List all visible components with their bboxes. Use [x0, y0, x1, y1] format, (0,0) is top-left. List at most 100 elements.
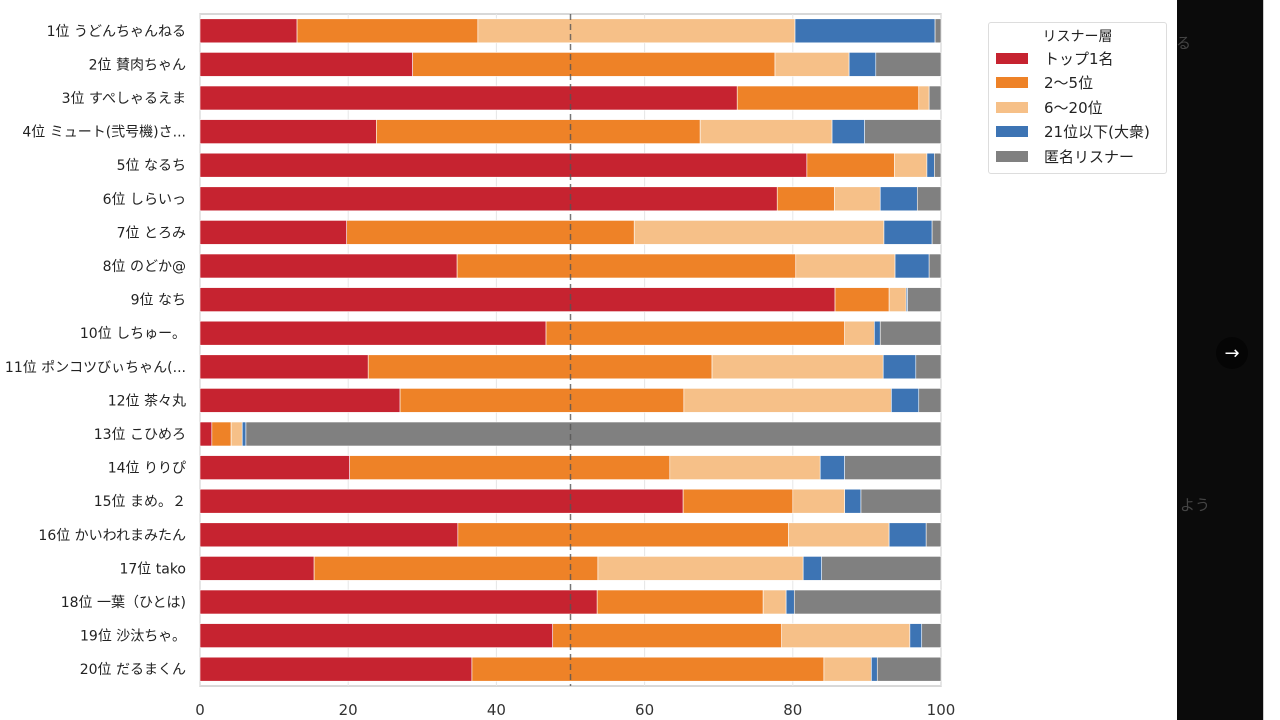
bar-segment-3 [844, 320, 875, 346]
bar-segment-5 [934, 18, 942, 44]
bar-segment-1 [199, 656, 473, 682]
bar-segment-1 [199, 52, 413, 77]
bar-segment-3 [781, 623, 911, 648]
y-tick-label: 6位 しらいっ [103, 192, 186, 208]
legend-swatch [996, 77, 1028, 89]
bar-segment-2 [736, 85, 920, 111]
bar-segment-5 [245, 421, 942, 447]
bar-segment-5 [844, 455, 942, 480]
legend-swatch [996, 52, 1028, 64]
side-strip [1263, 0, 1280, 720]
bar-segment-1 [199, 522, 459, 548]
bar-segment-3 [823, 656, 872, 682]
bar-segment-1 [199, 623, 554, 648]
bar-segment-3 [762, 589, 787, 615]
bar-segment-5 [918, 388, 942, 413]
bar-segment-4 [831, 119, 865, 144]
bar-segment-5 [821, 556, 942, 581]
bar-segment-2 [349, 455, 671, 480]
bar-segment-2 [412, 52, 776, 77]
bar-segment-1 [199, 119, 377, 144]
y-tick-label: 1位 うどんちゃんねる [47, 24, 186, 40]
bar-segment-3 [795, 253, 896, 279]
bar-segment-1 [199, 186, 778, 212]
bar-segment-4 [891, 388, 920, 413]
y-tick-label: 7位 とろみ [117, 225, 186, 241]
bar-segment-3 [699, 119, 833, 144]
bar-segment-5 [879, 320, 942, 346]
bar-segment-5 [915, 354, 942, 380]
bar-segment-1 [199, 287, 836, 312]
bar-segment-2 [367, 354, 713, 380]
bar-segment-1 [199, 253, 458, 279]
bar-segment-1 [199, 421, 213, 447]
bar-segment-3 [788, 522, 890, 548]
bar-segment-3 [888, 287, 907, 312]
bar-segment-4 [785, 589, 795, 615]
x-tick-label: 100 [927, 701, 956, 719]
bar-segment-3 [597, 556, 804, 581]
bar-segment-1 [199, 556, 315, 581]
bar-segment-5 [916, 186, 942, 212]
bar-segment-5 [934, 152, 942, 178]
bar-segment-3 [774, 52, 850, 77]
bar-segment-3 [918, 85, 930, 111]
legend-item: 21位以下(大衆) [989, 120, 1166, 145]
legend-item: 2〜5位 [989, 71, 1166, 96]
y-tick-label: 3位 すぺしゃるえま [62, 91, 186, 107]
bar-segment-4 [874, 320, 881, 346]
bar-segment-4 [871, 656, 878, 682]
ghost-text: よう [1180, 496, 1211, 514]
bar-segment-5 [921, 623, 942, 648]
bar-segment-1 [199, 488, 684, 514]
bar-segment-2 [776, 186, 835, 212]
y-tick-label: 17位 tako [119, 561, 186, 577]
bar-segment-3 [894, 152, 928, 178]
y-tick-label: 19位 沙汰ちゃ。 [80, 629, 186, 645]
next-button[interactable]: → [1216, 337, 1248, 369]
bar-segment-2 [552, 623, 782, 648]
x-tick-label: 80 [783, 701, 802, 719]
legend-label: 2〜5位 [1044, 74, 1094, 93]
bar-segment-5 [793, 589, 942, 615]
bar-segment-2 [806, 152, 895, 178]
ghost-text: る [1176, 34, 1192, 52]
bar-segment-3 [711, 354, 884, 380]
bar-segment-2 [296, 18, 479, 44]
legend: リスナー層 トップ1名 2〜5位 6〜20位 21位以下(大衆) 匿名リスナー [988, 22, 1167, 174]
bar-segment-2 [682, 488, 794, 514]
bar-segment-5 [864, 119, 942, 144]
y-tick-label: 2位 賛肉ちゃん [89, 57, 186, 73]
y-tick-label: 14位 りりぴ [108, 461, 186, 477]
legend-label: トップ1名 [1044, 49, 1114, 68]
y-tick-label: 9位 なち [131, 293, 186, 309]
bar-segment-5 [925, 522, 942, 548]
bar-segment-2 [545, 320, 845, 346]
bar-segment-1 [199, 85, 738, 111]
legend-item: 匿名リスナー [989, 144, 1166, 169]
y-tick-label: 16位 かいわれまみたん [38, 528, 186, 544]
bar-segment-5 [907, 287, 942, 312]
bar-segment-4 [879, 186, 918, 212]
bar-segment-4 [844, 488, 862, 514]
bar-segment-5 [860, 488, 942, 514]
arrow-right-icon: → [1224, 342, 1240, 364]
bar-segment-4 [926, 152, 935, 178]
bar-segment-4 [882, 354, 917, 380]
bar-segment-2 [471, 656, 825, 682]
bar-segment-1 [199, 320, 547, 346]
bar-segment-4 [241, 421, 247, 447]
bar-segment-3 [792, 488, 845, 514]
bar-segment-1 [199, 589, 598, 615]
legend-label: 匿名リスナー [1044, 147, 1135, 166]
bar-segment-1 [199, 220, 348, 245]
bar-segment-1 [199, 455, 350, 480]
legend-label: 6〜20位 [1044, 98, 1103, 117]
bar-segment-3 [683, 388, 892, 413]
bar-segment-5 [931, 220, 942, 245]
y-tick-label: 12位 茶々丸 [108, 393, 186, 409]
legend-swatch [996, 126, 1028, 138]
bar-segment-4 [794, 18, 936, 44]
bar-segment-5 [928, 85, 942, 111]
